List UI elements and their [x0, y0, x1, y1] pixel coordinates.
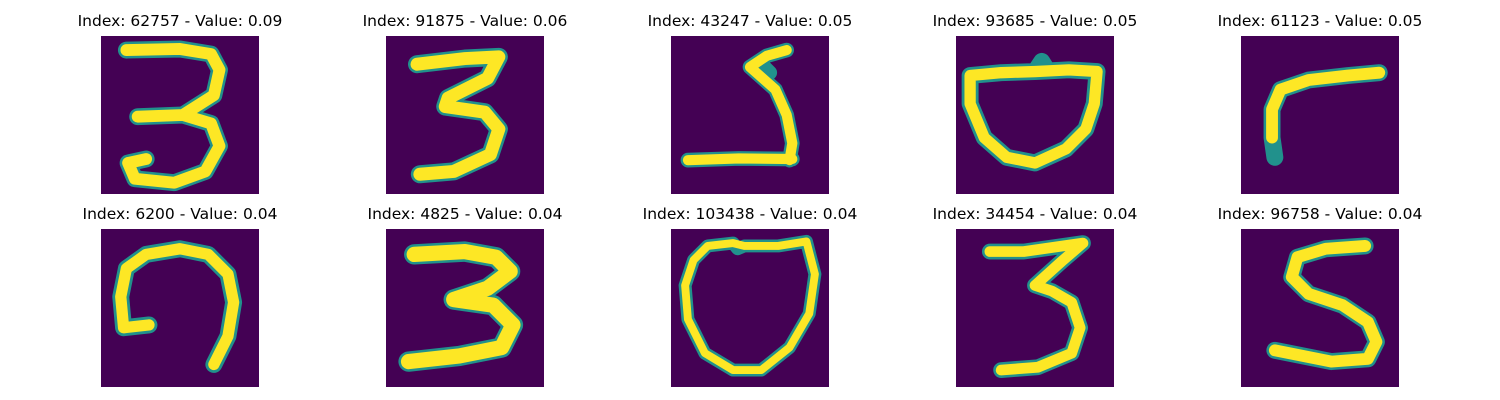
digit-image — [1241, 229, 1399, 387]
panel-title: Index: 34454 - Value: 0.04 — [932, 205, 1138, 223]
digit-image — [386, 229, 544, 387]
digit-image — [386, 36, 544, 194]
panel-title: Index: 62757 - Value: 0.09 — [77, 12, 283, 30]
digit-image — [956, 229, 1114, 387]
panel-title: Index: 96758 - Value: 0.04 — [1217, 205, 1423, 223]
digit-image — [101, 229, 259, 387]
digit-image — [956, 36, 1114, 194]
digit-image — [671, 36, 829, 194]
digit-image — [101, 36, 259, 194]
panel-title: Index: 91875 - Value: 0.06 — [362, 12, 568, 30]
panel-title: Index: 93685 - Value: 0.05 — [932, 12, 1138, 30]
panel-title: Index: 43247 - Value: 0.05 — [647, 12, 853, 30]
panel-title: Index: 103438 - Value: 0.04 — [642, 205, 858, 223]
panel-title: Index: 61123 - Value: 0.05 — [1217, 12, 1423, 30]
panel-title: Index: 6200 - Value: 0.04 — [82, 205, 278, 223]
digit-image — [1241, 36, 1399, 194]
panel-title: Index: 4825 - Value: 0.04 — [367, 205, 563, 223]
digit-image — [671, 229, 829, 387]
